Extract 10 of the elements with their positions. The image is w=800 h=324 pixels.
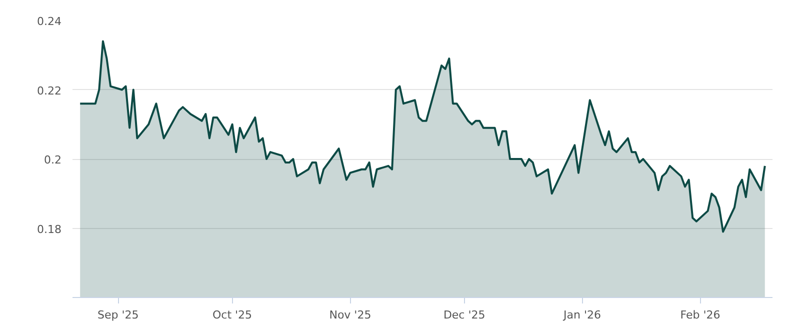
y-tick-label: 0.2 (44, 154, 62, 166)
x-tick-label: Dec '25 (443, 308, 486, 322)
x-tick-label: Nov '25 (329, 308, 372, 322)
x-tick-label: Sep '25 (98, 308, 139, 322)
x-tick-label: Oct '25 (212, 308, 252, 322)
y-tick-label: 0.22 (37, 84, 62, 98)
x-tick-label: Feb '26 (680, 308, 720, 322)
y-tick-label: 0.24 (37, 15, 62, 28)
x-tick-label: Jan '26 (562, 308, 602, 322)
y-tick-label: 0.18 (37, 222, 62, 236)
